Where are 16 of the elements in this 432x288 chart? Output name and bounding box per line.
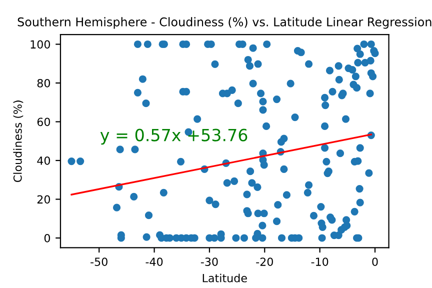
x-tick-label: -30 (200, 258, 218, 266)
y-tick-label: 100 (30, 40, 50, 49)
y-tick-label: 80 (37, 78, 50, 88)
y-tick-label: 0 (44, 234, 50, 242)
x-tick-label: -50 (90, 258, 108, 266)
y-axis-title: Cloudiness (%) (13, 100, 24, 182)
x-tick-label: -20 (256, 258, 273, 266)
x-tick-label: 0 (372, 258, 378, 266)
annotation: y = 0.57x +53.76 (100, 128, 248, 145)
y-tick-label: 60 (37, 118, 50, 126)
x-tick-label: -10 (311, 258, 328, 266)
x-tick-label: -40 (146, 258, 163, 266)
x-axis-title: Latitude (202, 274, 247, 282)
y-tick-label: 40 (37, 156, 50, 165)
y-tick-label: 20 (37, 195, 50, 204)
chart-title: Southern Hemisphere - Cloudiness (%) vs. Latitude Linear Regression (18, 17, 432, 29)
